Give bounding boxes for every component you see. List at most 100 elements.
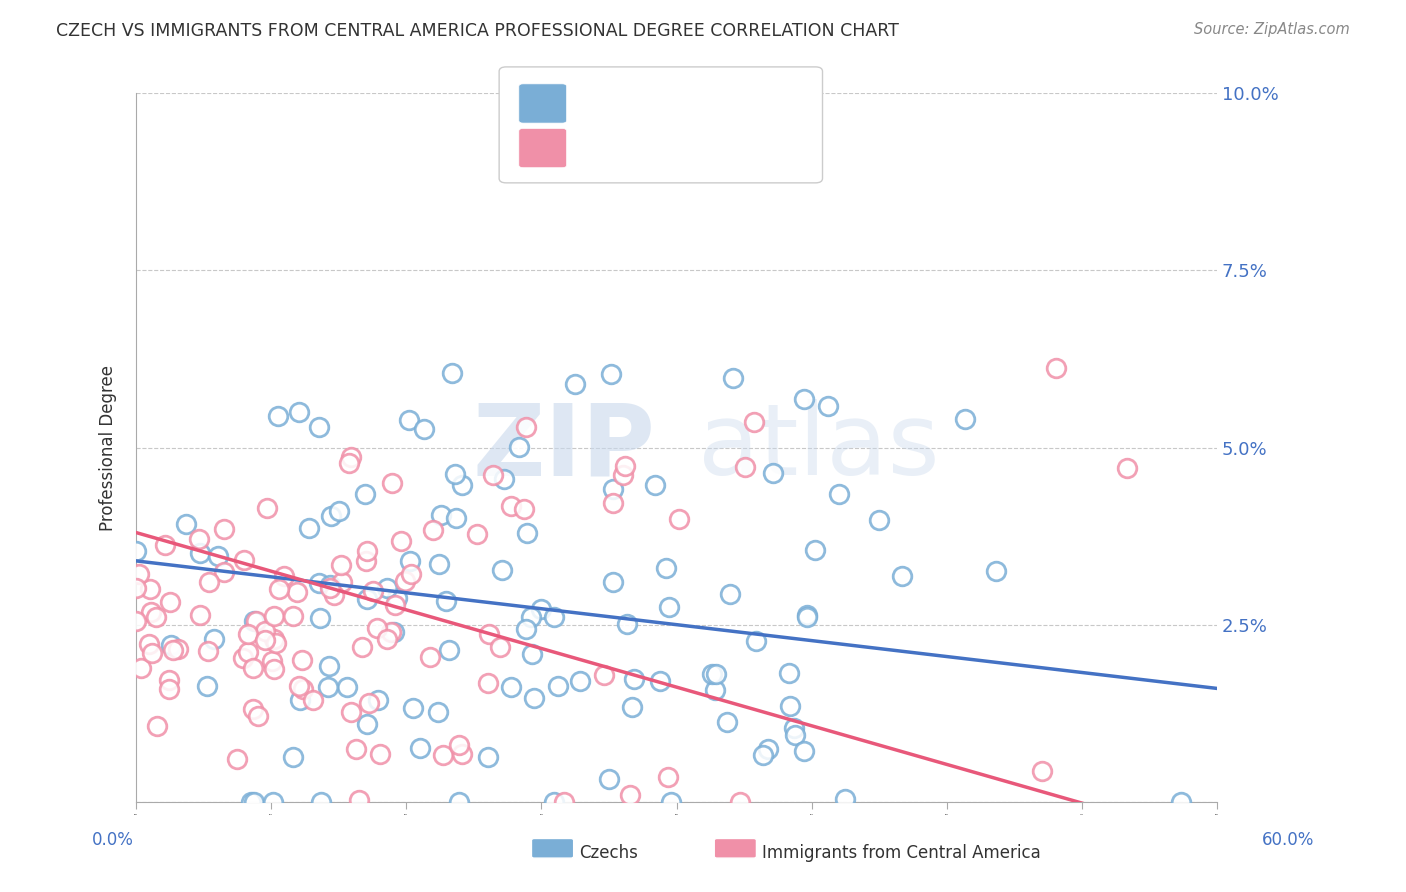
Point — [614, 459, 637, 474]
Point — [308, 576, 330, 591]
Point — [762, 466, 785, 480]
Point — [188, 532, 211, 546]
Point — [309, 611, 332, 625]
Point — [368, 747, 391, 761]
Point — [256, 501, 278, 516]
Point — [704, 667, 727, 681]
Point — [477, 749, 499, 764]
Point — [478, 627, 501, 641]
Point — [657, 771, 679, 785]
Point — [349, 793, 371, 807]
Point — [139, 605, 162, 619]
Point — [593, 668, 616, 682]
Point — [125, 581, 148, 595]
Point — [730, 795, 752, 809]
Point — [515, 420, 537, 434]
Point — [793, 392, 815, 407]
Point — [734, 460, 756, 475]
Point — [432, 747, 454, 762]
Point — [623, 672, 645, 686]
Text: CZECH VS IMMIGRANTS FROM CENTRAL AMERICA PROFESSIONAL DEGREE CORRELATION CHART: CZECH VS IMMIGRANTS FROM CENTRAL AMERICA… — [56, 22, 898, 40]
Text: 60.0%: 60.0% — [1263, 830, 1315, 848]
Point — [330, 574, 353, 589]
Point — [352, 640, 374, 654]
Point — [451, 747, 474, 761]
Point — [756, 741, 779, 756]
Point — [745, 633, 768, 648]
Point — [564, 377, 586, 392]
Point — [245, 615, 267, 629]
Point — [236, 645, 259, 659]
Point — [523, 690, 546, 705]
Point — [212, 522, 235, 536]
Point — [658, 599, 681, 614]
Point — [145, 610, 167, 624]
Point — [243, 614, 266, 628]
Point — [138, 637, 160, 651]
Point — [602, 496, 624, 510]
Point — [394, 574, 416, 588]
Point — [367, 693, 389, 707]
Point — [141, 646, 163, 660]
Point — [292, 681, 315, 696]
Point — [616, 617, 638, 632]
Point — [253, 633, 276, 648]
Point — [328, 504, 350, 518]
Point — [207, 549, 229, 563]
Point — [488, 640, 510, 654]
Point — [520, 647, 543, 661]
Point — [491, 564, 513, 578]
Text: N =: N = — [690, 134, 727, 152]
Point — [659, 795, 682, 809]
Point — [385, 591, 408, 605]
Point — [783, 728, 806, 742]
Point — [318, 659, 340, 673]
Point — [1170, 795, 1192, 809]
Point — [648, 674, 671, 689]
Point — [166, 642, 188, 657]
Point — [125, 544, 148, 558]
Point — [778, 665, 800, 680]
Point — [263, 632, 285, 646]
Point — [1045, 360, 1067, 375]
Point — [190, 546, 212, 560]
Point — [339, 450, 361, 465]
Point — [232, 553, 254, 567]
Point — [337, 456, 360, 470]
Point — [444, 467, 467, 481]
Point — [465, 527, 488, 541]
Point — [700, 667, 723, 681]
Point — [155, 538, 177, 552]
Text: -0.256: -0.256 — [613, 89, 672, 107]
Point — [239, 795, 262, 809]
Point — [236, 627, 259, 641]
Text: -0.873: -0.873 — [613, 134, 672, 152]
Point — [598, 772, 620, 786]
Text: Source: ZipAtlas.com: Source: ZipAtlas.com — [1194, 22, 1350, 37]
Point — [834, 792, 856, 806]
Point — [501, 500, 523, 514]
Text: 0.0%: 0.0% — [91, 830, 134, 848]
Point — [668, 512, 690, 526]
Point — [399, 566, 422, 581]
Point — [612, 467, 634, 482]
Point — [602, 574, 624, 589]
Point — [427, 705, 450, 719]
Text: 103: 103 — [725, 89, 761, 107]
Point — [530, 601, 553, 615]
Point — [263, 662, 285, 676]
Point — [600, 367, 623, 381]
Point — [321, 509, 343, 524]
Point — [146, 718, 169, 732]
Text: N =: N = — [690, 89, 727, 107]
Point — [449, 795, 471, 809]
Point — [380, 476, 402, 491]
Point — [380, 625, 402, 640]
Point — [547, 680, 569, 694]
Point — [751, 747, 773, 762]
Point — [283, 608, 305, 623]
Point — [655, 560, 678, 574]
Point — [157, 673, 180, 688]
Point — [409, 740, 432, 755]
Point — [214, 565, 236, 579]
